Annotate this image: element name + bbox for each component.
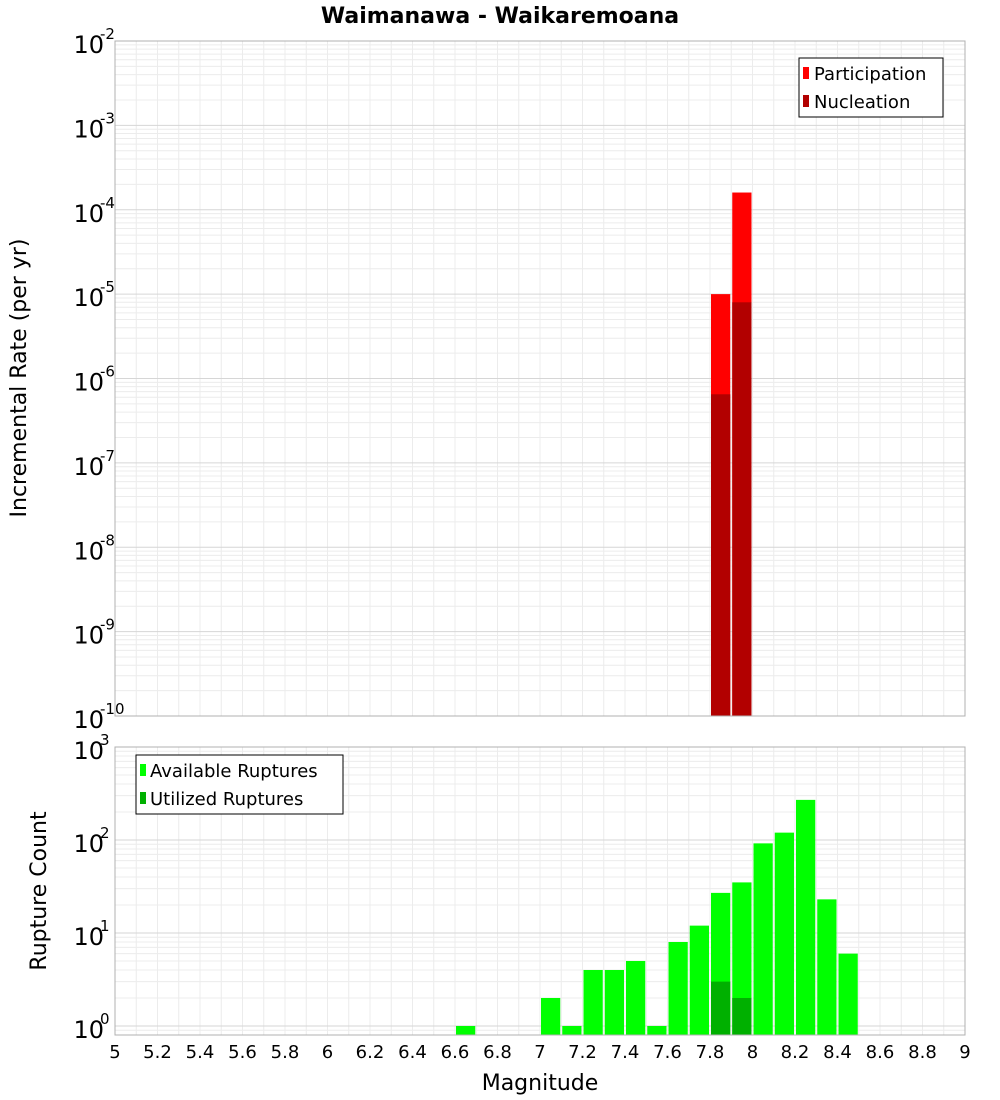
bar-available-ruptures-8.25 [796, 799, 816, 1035]
top-y-tick-exponent: -7 [100, 447, 115, 465]
bottom-y-tick-base: 10 [73, 737, 104, 765]
legend-label-nucleation: Nucleation [814, 92, 910, 113]
x-tick-label: 7.6 [653, 1042, 682, 1063]
chart-title: Waimanawa - Waikaremoana [321, 4, 679, 29]
top-y-tick-base: 10 [73, 537, 104, 565]
x-axis-label: Magnitude [482, 1071, 599, 1096]
bar-available-ruptures-7.45 [626, 960, 646, 1035]
x-tick-label: 8 [747, 1042, 758, 1063]
x-tick-label: 7.4 [611, 1042, 640, 1063]
top-y-tick-exponent: -9 [100, 616, 115, 634]
legend-label-utilized: Utilized Ruptures [150, 789, 303, 810]
bar-available-ruptures-8.05 [753, 843, 773, 1035]
bar-available-ruptures-8.35 [817, 899, 837, 1035]
top-y-tick-exponent: -10 [100, 700, 125, 718]
top-y-tick-exponent: -6 [100, 363, 115, 381]
legend-label-participation: Participation [814, 64, 926, 85]
top-y-tick-exponent: -2 [100, 25, 115, 43]
bar-nucleation-7.95 [732, 302, 752, 716]
top-y-tick-base: 10 [73, 115, 104, 143]
bottom-legend: Available Ruptures Utilized Ruptures [135, 754, 344, 815]
x-tick-label: 9 [959, 1042, 970, 1063]
bar-available-ruptures-7.15 [562, 1025, 582, 1035]
bar-available-ruptures-7.55 [647, 1025, 667, 1035]
bottom-y-tick-exponent: 2 [100, 824, 110, 842]
top-plot-border [114, 40, 966, 717]
top-y-tick-exponent: -5 [100, 278, 115, 296]
bar-available-ruptures-7.25 [583, 969, 603, 1035]
bar-nucleation-7.85 [711, 394, 731, 716]
bottom-legend-box [135, 754, 344, 815]
bottom-y-tick-base: 10 [73, 830, 104, 858]
bottom-bars [456, 799, 858, 1035]
top-bars [711, 192, 752, 717]
bottom-y-tick-exponent: 1 [100, 917, 110, 935]
x-tick-label: 6.6 [441, 1042, 470, 1063]
x-tick-label: 7.8 [696, 1042, 725, 1063]
top-y-tick-exponent: -8 [100, 531, 115, 549]
x-tick-label: 6 [322, 1042, 333, 1063]
bottom-y-axis-label: Rupture Count [27, 811, 52, 971]
legend-swatch-available [140, 764, 146, 776]
legend-swatch-participation [803, 67, 809, 79]
bottom-y-tick-exponent: 0 [100, 1010, 110, 1028]
bar-available-ruptures-8.45 [838, 953, 858, 1035]
top-y-tick-base: 10 [73, 31, 104, 59]
top-y-tick-exponent: -4 [100, 194, 115, 212]
bar-available-ruptures-8.15 [774, 832, 794, 1035]
top-y-tick-base: 10 [73, 200, 104, 228]
x-tick-label: 7 [534, 1042, 545, 1063]
bar-utilized-ruptures-7.95 [732, 997, 752, 1035]
x-tick-label: 6.2 [356, 1042, 385, 1063]
x-tick-labels: 5 5.2 5.4 5.6 5.8 6 6.2 6.4 6.6 6.8 7 7.2 7.4 7.6 7.8 8… [109, 1042, 970, 1063]
top-y-tick-base: 10 [73, 453, 104, 481]
bottom-y-tick-exponent: 3 [100, 731, 110, 749]
bar-available-ruptures-7.95 [732, 882, 752, 1035]
x-tick-label: 8.2 [781, 1042, 810, 1063]
top-y-axis-label: Incremental Rate (per yr) [7, 239, 32, 518]
bar-available-ruptures-7.05 [541, 997, 561, 1035]
x-tick-label: 6.8 [483, 1042, 512, 1063]
legend-swatch-nucleation [803, 95, 809, 107]
x-tick-label: 5 [109, 1042, 120, 1063]
bar-available-ruptures-7.65 [668, 942, 688, 1035]
bar-utilized-ruptures-7.85 [711, 981, 731, 1035]
top-y-tick-base: 10 [73, 284, 104, 312]
legend-label-available: Available Ruptures [150, 761, 318, 782]
bottom-y-tick-base: 10 [73, 1016, 104, 1044]
x-tick-label: 5.8 [271, 1042, 300, 1063]
x-tick-label: 5.4 [186, 1042, 215, 1063]
top-y-tick-base: 10 [73, 369, 104, 397]
x-tick-label: 5.6 [228, 1042, 257, 1063]
top-legend-box [798, 57, 944, 118]
top-y-tick-base: 10 [73, 706, 104, 734]
legend-swatch-utilized [140, 792, 146, 804]
bar-available-ruptures-7.35 [604, 969, 624, 1035]
top-gridlines [114, 41, 966, 717]
x-tick-label: 8.6 [866, 1042, 895, 1063]
bar-available-ruptures-6.65 [456, 1025, 476, 1035]
x-tick-label: 7.2 [568, 1042, 597, 1063]
top-y-tick-base: 10 [73, 622, 104, 650]
top-legend: Participation Nucleation [798, 57, 944, 118]
x-tick-label: 8.4 [823, 1042, 852, 1063]
bottom-y-tick-base: 10 [73, 923, 104, 951]
x-tick-label: 5.2 [143, 1042, 172, 1063]
top-y-tick-exponent: -3 [100, 109, 115, 127]
bar-available-ruptures-7.75 [689, 925, 709, 1035]
x-tick-label: 8.8 [908, 1042, 937, 1063]
bottom-plot-border [114, 746, 966, 1036]
x-tick-label: 6.4 [398, 1042, 427, 1063]
